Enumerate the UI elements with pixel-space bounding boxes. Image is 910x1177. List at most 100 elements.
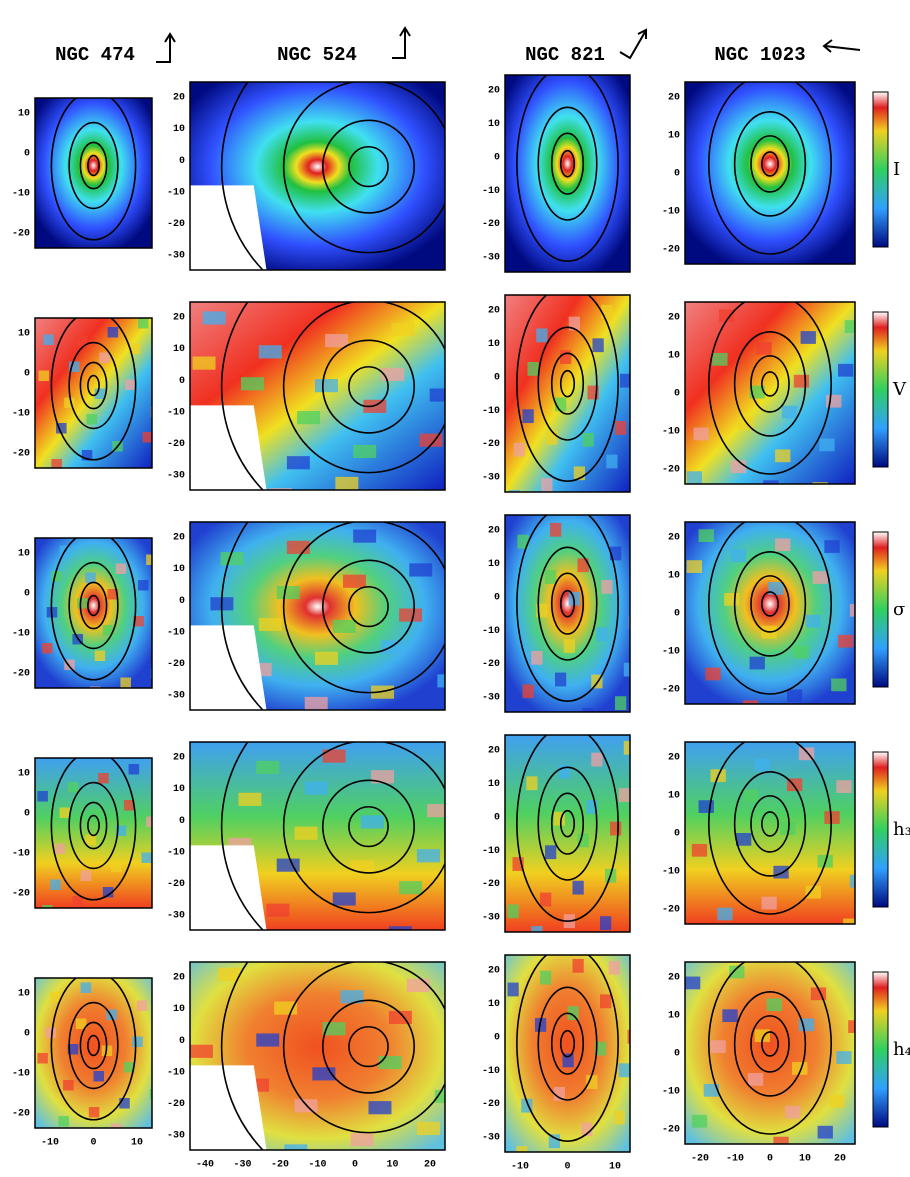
map-patch [115, 825, 127, 836]
y-tick-label: -10 [482, 186, 500, 197]
contour [750, 1015, 790, 1073]
masked-region [190, 185, 267, 270]
y-tick-label: 0 [674, 1049, 680, 1060]
map-patch [111, 1123, 122, 1128]
contour [87, 1034, 100, 1057]
x-tick-label: -40 [196, 1160, 214, 1171]
contour [761, 1031, 779, 1057]
y-tick-label: -10 [482, 406, 500, 417]
map-patch [507, 904, 519, 919]
map-patch [773, 1136, 789, 1144]
map-patch [573, 466, 585, 481]
map-patch [437, 674, 445, 688]
y-tick-label: 0 [674, 609, 680, 620]
map-panel [35, 538, 152, 688]
x-tick-label: 10 [609, 1162, 621, 1173]
map-patch [582, 708, 594, 712]
map-patch [819, 438, 835, 452]
contour [220, 522, 264, 710]
x-tick-label: -20 [271, 1160, 289, 1171]
y-tick-label: -20 [662, 245, 680, 256]
y-tick-label: 10 [668, 571, 680, 582]
map-panel [505, 735, 630, 932]
y-tick-label: 10 [173, 1004, 185, 1015]
map-patch [294, 826, 318, 840]
map-patch [512, 857, 524, 871]
map-patch [550, 522, 562, 537]
contour [348, 805, 389, 848]
contour [550, 572, 585, 635]
y-tick-label: -30 [482, 473, 500, 484]
y-tick-label: 20 [488, 966, 500, 977]
map-patch [592, 338, 604, 353]
map-patch [546, 430, 558, 445]
y-tick-label: 0 [24, 589, 30, 600]
contour [733, 551, 807, 657]
panel-frame [504, 514, 631, 713]
y-tick-label: -10 [662, 1087, 680, 1098]
map-patch [360, 815, 384, 829]
map-patch [381, 640, 405, 654]
masked-region [190, 625, 267, 710]
y-tick-label: 20 [173, 533, 185, 544]
contour [79, 361, 108, 410]
contour [559, 149, 576, 178]
map-patch [531, 926, 543, 932]
y-tick-label: -10 [12, 409, 30, 420]
y-tick-label: 10 [488, 999, 500, 1010]
colorbar [872, 311, 889, 468]
contour [559, 809, 576, 838]
y-tick-label: 20 [488, 306, 500, 317]
map-patch [142, 432, 152, 443]
map-patch [93, 809, 105, 820]
map-patch [399, 881, 423, 895]
map-patch [829, 1094, 845, 1108]
map-patch [703, 1083, 719, 1097]
y-tick-label: -30 [482, 693, 500, 704]
map-patch [343, 574, 366, 588]
map-patch [266, 903, 290, 917]
x-tick-label: -10 [511, 1162, 529, 1173]
map-patch [527, 361, 539, 376]
map-patch [314, 651, 338, 665]
map-patch [276, 858, 300, 872]
y-tick-label: 0 [24, 149, 30, 160]
y-tick-label: 20 [668, 753, 680, 764]
map-patch [378, 1056, 402, 1070]
y-tick-label: -20 [482, 439, 500, 450]
y-tick-label: 10 [173, 124, 185, 135]
contour [282, 302, 445, 474]
contour [220, 82, 264, 270]
map-patch [42, 643, 53, 654]
map-fill [685, 82, 855, 264]
map-patch [517, 534, 529, 549]
map-patch [115, 563, 127, 574]
panel-frame [34, 97, 153, 249]
colorbar [872, 971, 889, 1128]
map-patch [587, 385, 599, 400]
map-patch [258, 617, 282, 632]
contour [708, 522, 832, 695]
map-patch [548, 1134, 560, 1149]
map-patch [137, 580, 149, 591]
colorbar [872, 751, 889, 908]
map-patch [72, 896, 83, 907]
map-patch [600, 994, 612, 1009]
map-patch [284, 1144, 308, 1150]
map-patch [102, 887, 114, 898]
map-patch [613, 1110, 625, 1125]
y-tick-label: 10 [488, 779, 500, 790]
map-patch [606, 454, 618, 469]
map-patch [582, 432, 594, 447]
map-patch [93, 1071, 105, 1082]
map-patch [591, 752, 603, 767]
map-patch [824, 540, 840, 553]
map-patch [350, 860, 374, 874]
map-patch [325, 333, 349, 348]
map-patch [399, 608, 423, 622]
map-patch [241, 377, 264, 391]
map-patch [269, 488, 292, 490]
map-patch [586, 1075, 598, 1089]
y-tick-label: 10 [18, 109, 30, 120]
map-patch [37, 791, 48, 802]
